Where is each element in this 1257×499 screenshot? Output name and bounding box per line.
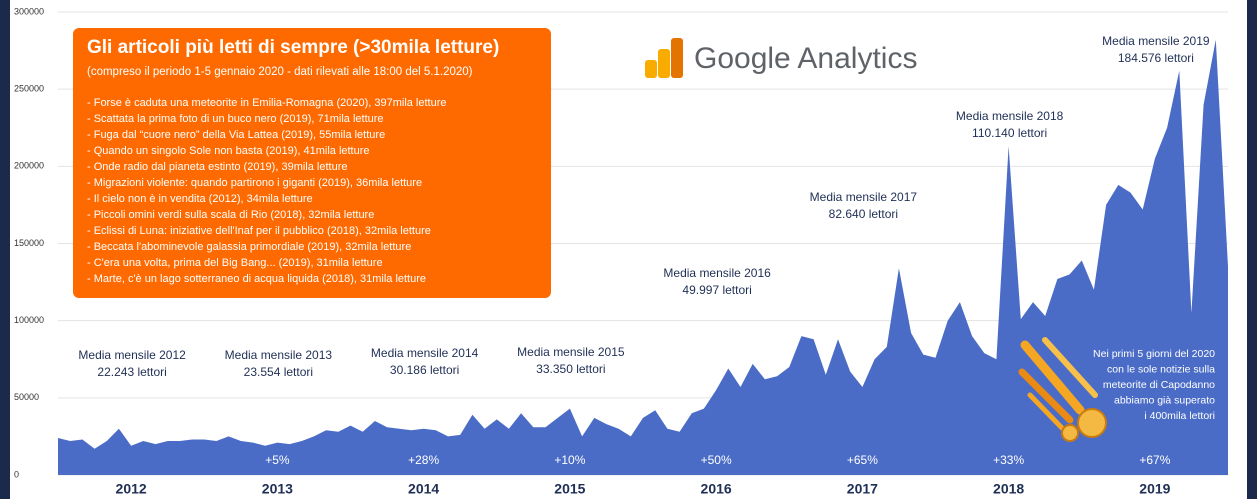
- x-tick-label: 2014: [408, 481, 439, 497]
- yearly-note-title: Media mensile 2014: [371, 346, 479, 360]
- yearly-note-value: 110.140 lettori: [972, 126, 1047, 140]
- yearly-note-title: Media mensile 2019: [1102, 34, 1210, 48]
- box-item: - Eclissi di Luna: iniziative dell'Inaf …: [87, 225, 431, 237]
- meteor-note: Nei primi 5 giorni del 2020: [1093, 348, 1215, 360]
- box-item: - Quando un singolo Sole non basta (2019…: [87, 145, 370, 157]
- yearly-note-value: 49.997 lettori: [682, 283, 751, 297]
- box-item: - Onde radio dal pianeta estinto (2019),…: [87, 161, 348, 173]
- yearly-note-value: 22.243 lettori: [97, 365, 166, 379]
- growth-label: +50%: [701, 453, 732, 467]
- meteor-note: meteorite di Capodanno: [1103, 379, 1215, 391]
- y-tick-label: 200000: [14, 161, 44, 171]
- x-tick-label: 2016: [701, 481, 732, 497]
- box-subtitle: (compreso il periodo 1-5 gennaio 2020 - …: [87, 66, 473, 78]
- yearly-note-title: Media mensile 2018: [956, 109, 1064, 123]
- yearly-note-title: Media mensile 2016: [663, 266, 771, 280]
- x-tick-label: 2019: [1139, 481, 1170, 497]
- yearly-note-value: 30.186 lettori: [390, 363, 459, 377]
- box-item: - Forse è caduta una meteorite in Emilia…: [87, 97, 447, 109]
- box-item: - Piccoli omini verdi sulla scala di Rio…: [87, 209, 374, 221]
- y-tick-label: 50000: [14, 392, 39, 402]
- y-tick-label: 150000: [14, 238, 44, 248]
- y-tick-label: 300000: [14, 6, 44, 16]
- box-item: - C'era una volta, prima del Big Bang...…: [87, 257, 383, 269]
- growth-label: +10%: [554, 453, 585, 467]
- yearly-note-value: 184.576 lettori: [1118, 51, 1194, 65]
- growth-label: +28%: [408, 453, 439, 467]
- x-tick-label: 2017: [847, 481, 878, 497]
- box-title: Gli articoli più letti di sempre (>30mil…: [87, 37, 499, 58]
- growth-label: +33%: [993, 453, 1024, 467]
- y-tick-label: 100000: [14, 315, 44, 325]
- top-articles-box: [73, 28, 551, 298]
- area: [58, 39, 1228, 476]
- yearly-note-value: 82.640 lettori: [829, 207, 898, 221]
- y-tick-label: 250000: [14, 84, 44, 94]
- yearly-note-title: Media mensile 2017: [810, 190, 918, 204]
- box-item: - Marte, c'è un lago sotterraneo di acqu…: [87, 273, 426, 285]
- plot: [58, 39, 1228, 476]
- meteor-note: i 400mila lettori: [1144, 410, 1215, 422]
- box-item: - Il cielo non è in vendita (2012), 34mi…: [87, 193, 313, 205]
- yearly-note-title: Media mensile 2012: [78, 348, 186, 362]
- yearly-note-value: 23.554 lettori: [244, 365, 313, 379]
- yearly-note-value: 33.350 lettori: [536, 362, 605, 376]
- growth-label: +5%: [265, 453, 290, 467]
- x-tick-label: 2012: [116, 481, 147, 497]
- logo-text: Google Analytics: [694, 42, 917, 75]
- x-tick-label: 2018: [993, 481, 1024, 497]
- x-tick-label: 2013: [262, 481, 293, 497]
- left-border: [0, 0, 10, 499]
- ga-logo: [645, 38, 683, 78]
- x-tick-label: 2015: [554, 481, 585, 497]
- growth-label: +67%: [1139, 453, 1170, 467]
- growth-label: +65%: [847, 453, 878, 467]
- box-item: - Fuga dal “cuore nero” della Via Lattea…: [87, 129, 385, 141]
- yearly-note-title: Media mensile 2015: [517, 345, 625, 359]
- meteor-note: abbiamo già superato: [1114, 394, 1215, 406]
- box-item: - Scattata la prima foto di un buco nero…: [87, 113, 384, 125]
- meteor-note: con le sole notizie sulla: [1107, 363, 1215, 375]
- box-item: - Beccata l'abominevole galassia primord…: [87, 241, 411, 253]
- meteor-illustration: [1018, 337, 1107, 442]
- box-item: - Migrazioni violente: quando partirono …: [87, 177, 422, 189]
- right-border: [1247, 0, 1257, 499]
- yearly-note-title: Media mensile 2013: [225, 348, 333, 362]
- y-tick-label: 0: [14, 469, 19, 479]
